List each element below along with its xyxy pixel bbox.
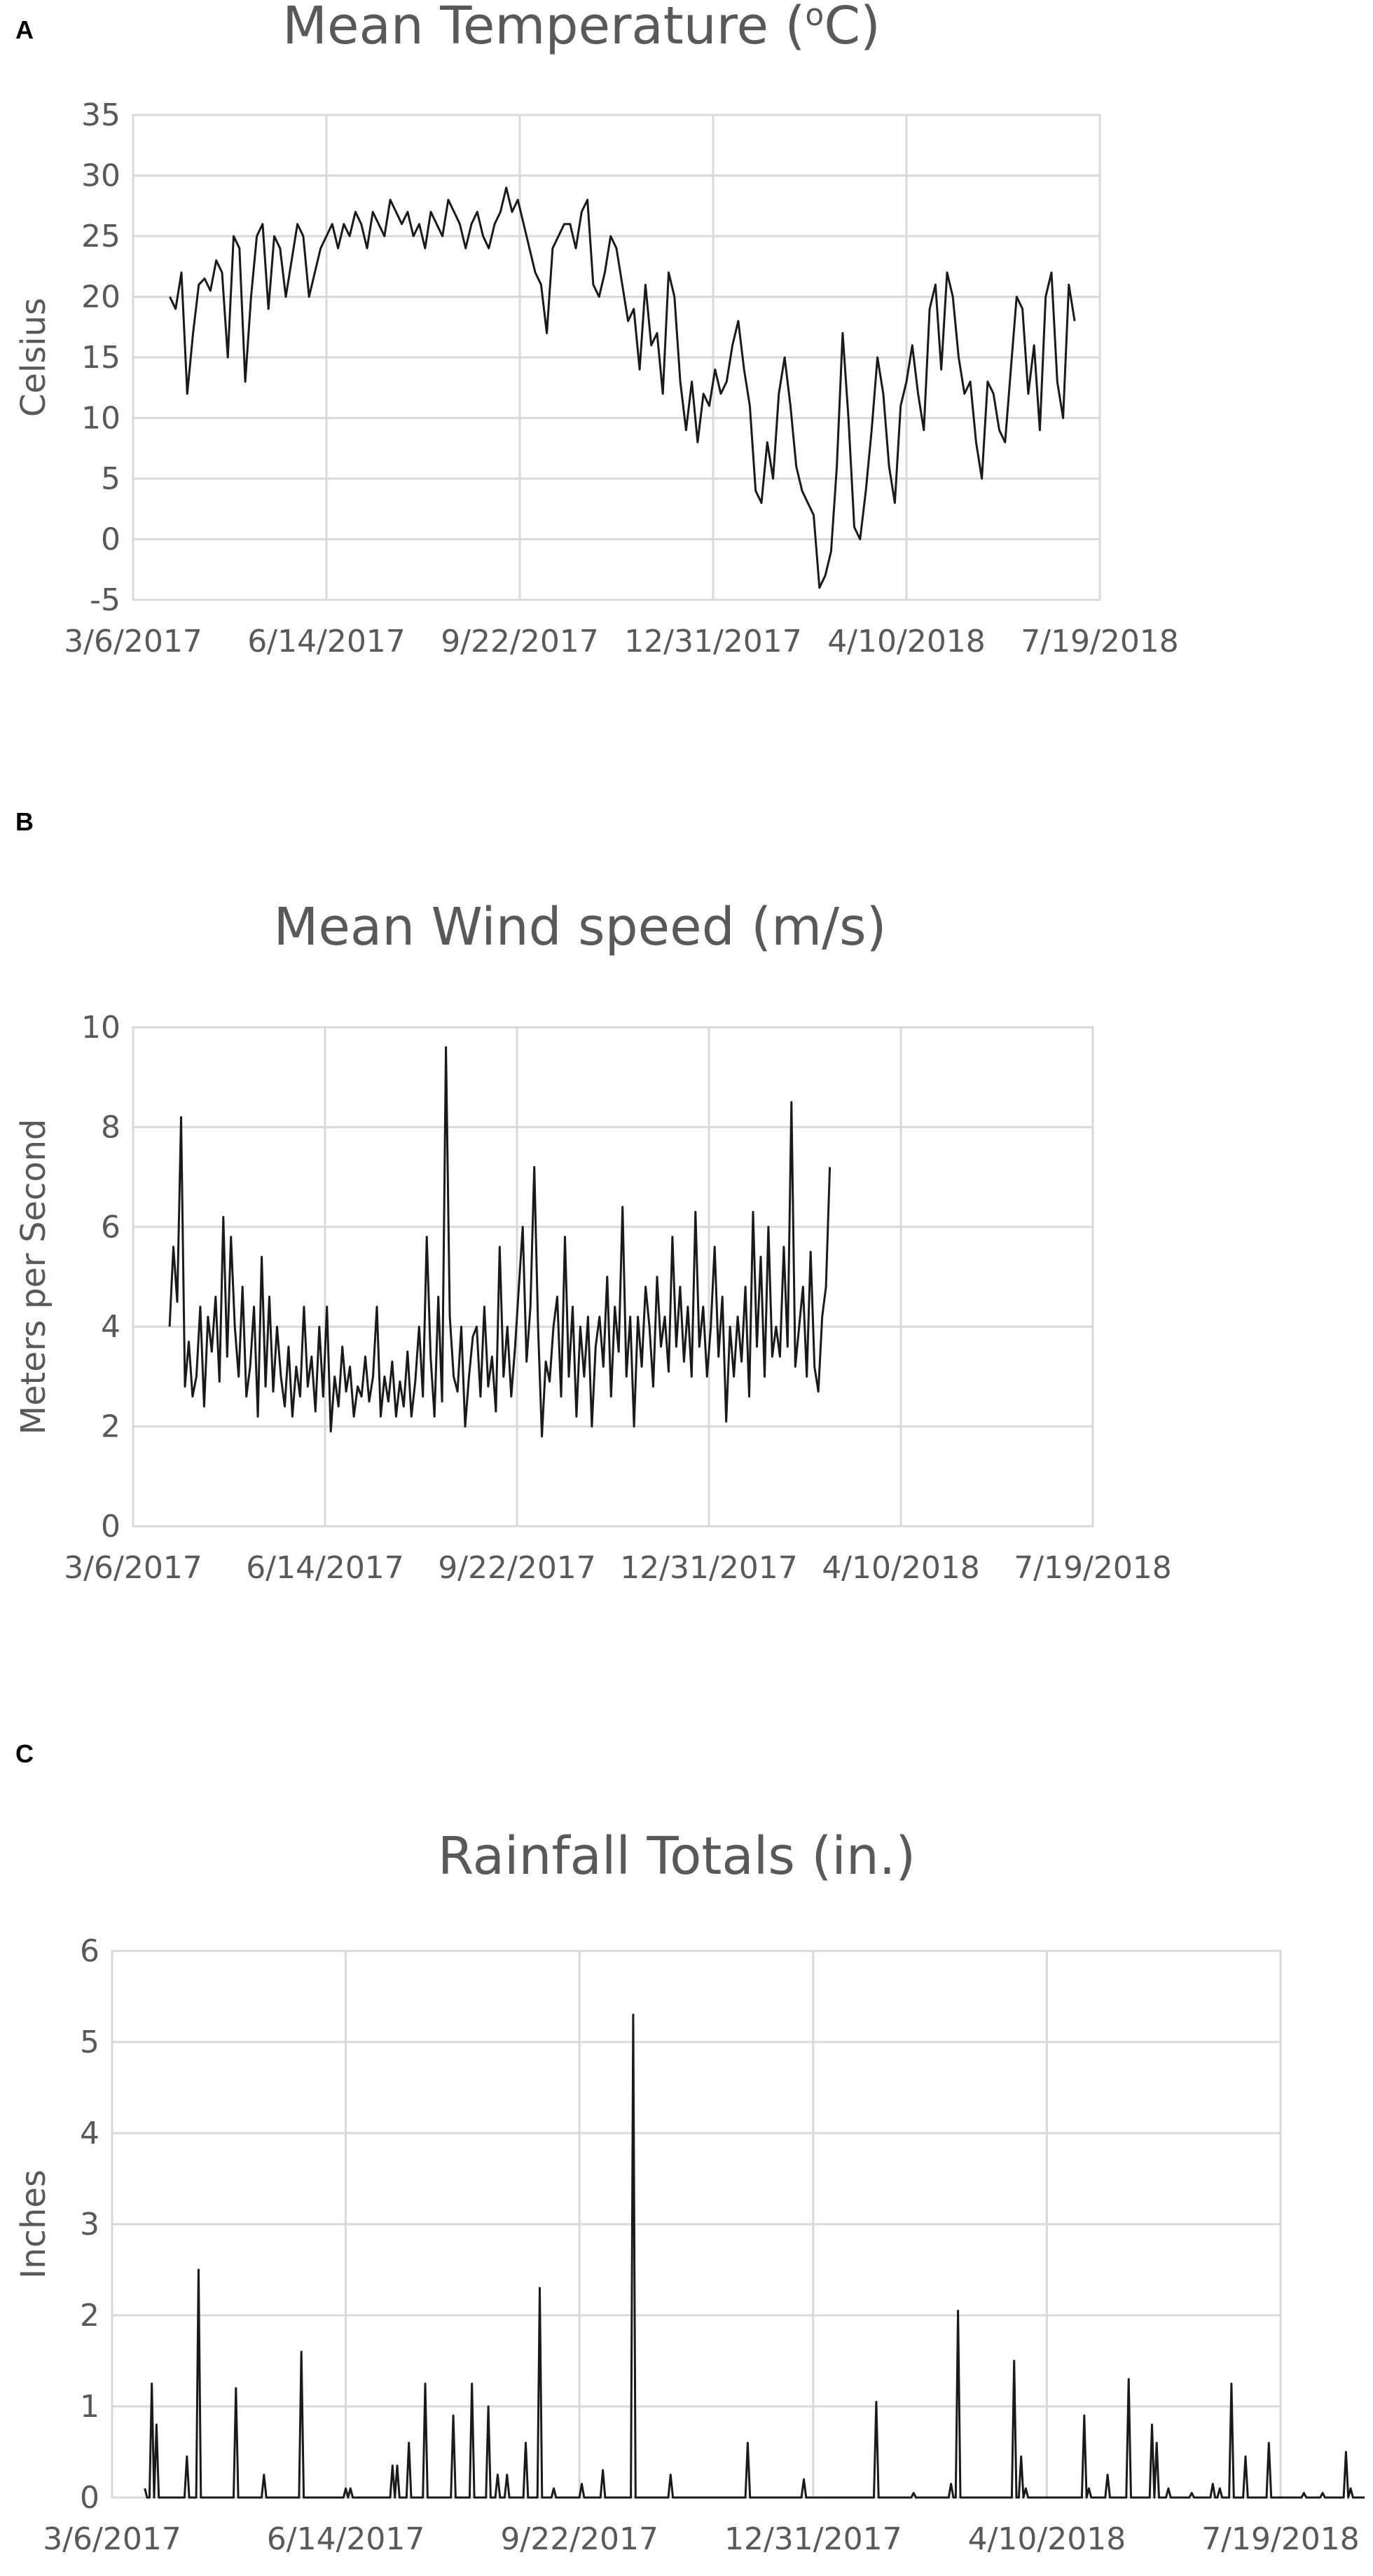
y-tick-label: 25 xyxy=(81,219,120,254)
series-line xyxy=(169,186,1076,589)
x-tick-label: 7/19/2018 xyxy=(1201,2521,1360,2557)
y-tick-label: 15 xyxy=(81,340,120,376)
x-tick-label: 12/31/2017 xyxy=(724,2521,902,2557)
wind-speed-chart: 0 2 4 6 8 10 3/6/2017 6/14/2017 9/22/2017 12/31/2… xyxy=(14,897,1172,1586)
x-tick-label: 4/10/2018 xyxy=(968,2521,1126,2557)
panel-letter: C xyxy=(15,1739,34,1768)
y-tick-label: 2 xyxy=(80,2298,99,2334)
y-tick-label: 30 xyxy=(81,158,120,194)
y-tick-label: 8 xyxy=(101,1109,120,1145)
y-tick-label: 5 xyxy=(101,461,120,497)
y-axis-label: Celsius xyxy=(14,298,53,417)
panel-b: B 0 2 4 6 8 10 3/6/2017 6/14/2017 9/22/2017 12/31… xyxy=(0,792,1373,1647)
series-line xyxy=(144,2013,1365,2499)
rainfall-chart: 0 1 2 3 4 5 6 3/6/2017 6/14/2017 9/22/2017 12/31/2… xyxy=(14,1826,1365,2557)
x-tick-label: 3/6/2017 xyxy=(64,624,202,659)
y-axis-label: Meters per Second xyxy=(14,1119,53,1435)
x-tick-label: 9/22/2017 xyxy=(441,624,599,659)
y-tick-label: 2 xyxy=(101,1409,120,1445)
x-tick-label: 6/14/2017 xyxy=(247,624,406,659)
y-tick-label: 0 xyxy=(80,2480,99,2516)
x-tick-label: 9/22/2017 xyxy=(438,1550,596,1586)
x-tick-label: 4/10/2018 xyxy=(827,624,986,659)
y-tick-label: 10 xyxy=(81,1010,120,1046)
x-tick-label: 12/31/2017 xyxy=(620,1550,798,1586)
chart-title: Rainfall Totals (in.) xyxy=(438,1826,916,1886)
y-tick-label: 20 xyxy=(81,280,120,315)
x-tick-label: 12/31/2017 xyxy=(624,624,802,659)
y-tick-label: 0 xyxy=(101,522,120,558)
x-tick-label: 9/22/2017 xyxy=(500,2521,658,2557)
plot-area xyxy=(132,114,1101,601)
panel-letter: B xyxy=(15,807,34,836)
x-tick-label: 6/14/2017 xyxy=(267,2521,425,2557)
temperature-chart: -5 0 5 10 15 20 25 30 35 3/6/2017 6/14/2017 9/22/20… xyxy=(14,0,1179,659)
panel-letter: A xyxy=(15,15,34,44)
y-tick-label: 1 xyxy=(80,2389,99,2425)
chart-title: Mean Wind speed (m/s) xyxy=(273,897,886,957)
series-line xyxy=(168,1046,832,1438)
x-tick-label: 6/14/2017 xyxy=(246,1550,404,1586)
x-tick-label: 3/6/2017 xyxy=(64,1550,202,1586)
panel-a: A -5 0 5 10 15 20 25 30 35 3/6/2017 6/14/2017 9/22/… xyxy=(0,0,1373,722)
y-tick-label: -5 xyxy=(90,582,120,618)
y-tick-label: 10 xyxy=(81,401,120,437)
plot-area xyxy=(132,1026,1094,1528)
x-tick-label: 3/6/2017 xyxy=(43,2521,181,2557)
y-tick-label: 6 xyxy=(101,1210,120,1245)
x-tick-label: 7/19/2018 xyxy=(1021,624,1179,659)
y-tick-label: 35 xyxy=(81,97,120,133)
x-tick-label: 7/19/2018 xyxy=(1014,1550,1172,1586)
x-tick-label: 4/10/2018 xyxy=(822,1550,980,1586)
chart-title: Mean Temperature (oC) xyxy=(282,0,881,56)
y-tick-label: 6 xyxy=(80,1933,99,1969)
y-axis-label: Inches xyxy=(14,2170,53,2279)
y-tick-label: 0 xyxy=(101,1509,120,1544)
y-tick-label: 4 xyxy=(101,1309,120,1345)
y-tick-label: 4 xyxy=(80,2116,99,2151)
panel-c: C 0 1 2 3 4 5 6 3/6/2017 6/14/2017 9/22/2017 12/31… xyxy=(0,1724,1373,2576)
y-tick-label: 3 xyxy=(80,2207,99,2242)
y-tick-label: 5 xyxy=(80,2025,99,2060)
